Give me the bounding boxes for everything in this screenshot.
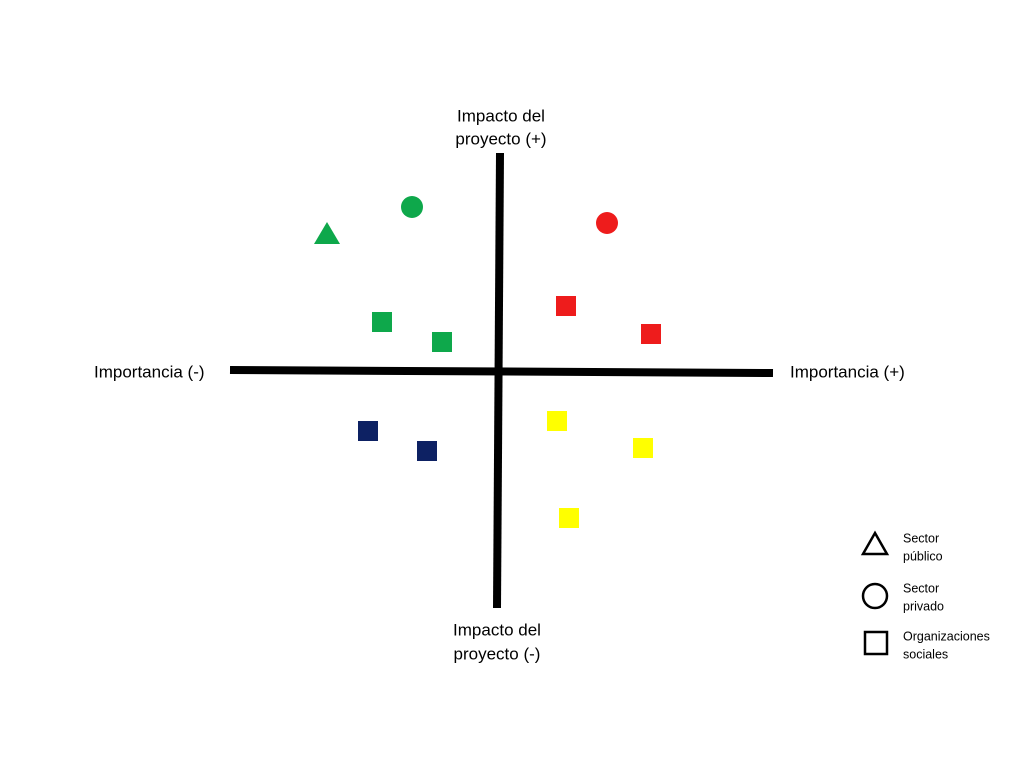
horizontal-axis [229, 366, 774, 377]
square-marker [417, 441, 437, 461]
top-label-line: Impacto del [457, 106, 545, 125]
legend-label: Sector [903, 531, 939, 545]
square-marker [559, 508, 579, 528]
top-label-line: proyecto (+) [455, 129, 546, 148]
bottom-label-line: proyecto (-) [454, 644, 541, 663]
square-marker [547, 411, 567, 431]
legend-label: Organizaciones [903, 629, 990, 643]
square-marker [633, 438, 653, 458]
square-marker [372, 312, 392, 332]
legend-square [863, 630, 889, 656]
vertical-axis [493, 152, 504, 609]
triangle-marker [314, 222, 340, 244]
right-label: Importancia (+) [790, 362, 905, 381]
legend-label: Sector [903, 581, 939, 595]
circle-marker [401, 196, 423, 218]
legend-triangle [860, 530, 890, 556]
bottom-label-line: Impacto del [453, 620, 541, 639]
legend-circle [861, 582, 889, 610]
square-marker [358, 421, 378, 441]
circle-marker [596, 212, 618, 234]
square-marker [556, 296, 576, 316]
left-label: Importancia (-) [94, 362, 205, 381]
legend-label: privado [903, 599, 944, 613]
legend-label: sociales [903, 647, 948, 661]
legend-label: público [903, 549, 943, 563]
square-marker [641, 324, 661, 344]
square-marker [432, 332, 452, 352]
